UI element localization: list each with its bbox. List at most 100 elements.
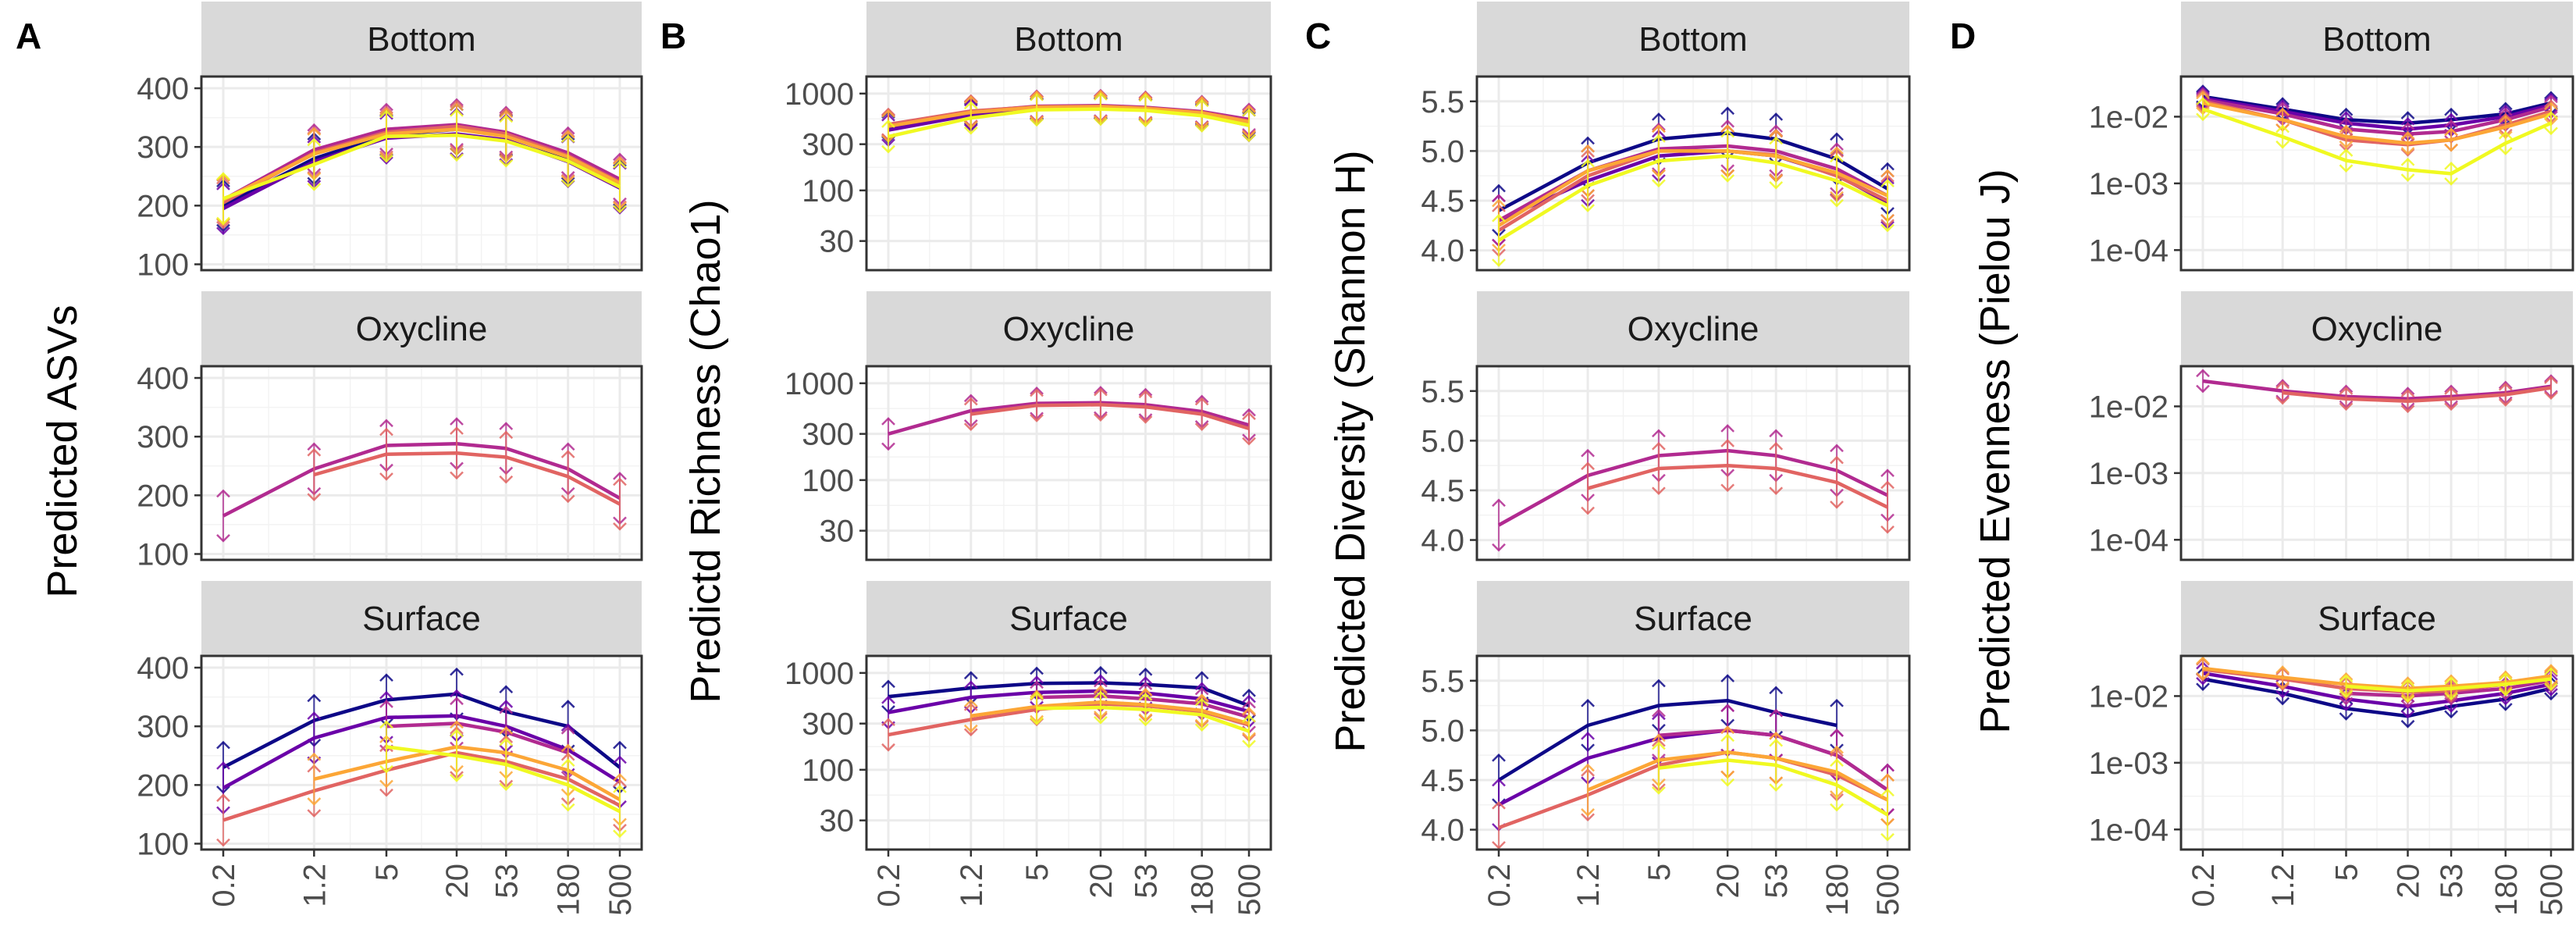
error-cap (881, 442, 895, 451)
error-cap (1194, 697, 1209, 707)
error-cap (1492, 543, 1506, 552)
error-cap (1138, 390, 1153, 399)
error-cap (1651, 441, 1666, 451)
y-axis-label: Predicted Evenness (Pielou J) (1972, 169, 2019, 733)
error-cap (2544, 92, 2558, 102)
panel-oxycline: Oxycline 4.0 4.5 5.0 5.5 (1421, 291, 1911, 561)
error-cap (1880, 162, 1895, 171)
panel-border (1475, 654, 1911, 851)
error-cap (2400, 147, 2415, 155)
y-tick-label: 300 (802, 707, 854, 742)
error-cap (450, 99, 464, 109)
y-tick-label: 1e-02 (2089, 100, 2169, 134)
y-tick-label: 30 (820, 804, 855, 839)
error-cap (1720, 174, 1735, 183)
error-cap (1138, 415, 1153, 424)
error-cap (307, 448, 322, 457)
panel-border (2179, 654, 2574, 851)
error-cap (1242, 105, 1256, 114)
error-cap (1030, 691, 1044, 700)
error-cap (613, 472, 627, 480)
y-axis-label: Predicted ASVs (39, 305, 86, 597)
error-cap (2339, 111, 2354, 119)
error-cap (1242, 739, 1256, 749)
error-cap (1194, 98, 1209, 108)
error-cap (1830, 803, 1844, 812)
error-cap (1651, 122, 1666, 131)
error-cap (499, 700, 514, 708)
error-cap (1030, 680, 1044, 689)
error-cap (307, 752, 322, 761)
error-cap (2444, 161, 2458, 170)
panel-border (865, 365, 1272, 561)
error-cap (560, 494, 575, 504)
error-cap (1030, 92, 1044, 102)
panel-border (200, 75, 643, 272)
error-cap (1581, 448, 1595, 458)
error-cap (1581, 461, 1595, 471)
error-cap (1769, 738, 1784, 747)
error-cap (379, 427, 393, 436)
error-cap (1138, 718, 1153, 727)
error-cap (1830, 198, 1844, 208)
facet-letter: A (16, 16, 41, 56)
error-cap (2498, 112, 2513, 122)
error-cap (2275, 681, 2290, 690)
error-cap (2400, 679, 2415, 687)
error-cap (2444, 177, 2458, 186)
y-tick-label: 300 (802, 418, 854, 452)
error-cap (963, 397, 978, 406)
error-cap (1769, 441, 1784, 451)
panel-strip (2181, 581, 2573, 656)
error-cap (307, 183, 322, 191)
series-line (1497, 698, 1838, 782)
error-cap (1492, 778, 1506, 787)
error-cap (450, 98, 464, 107)
error-cap (2196, 676, 2210, 686)
facet-letter: B (660, 16, 686, 56)
y-tick-label: 1000 (785, 657, 854, 691)
error-cap (2339, 712, 2354, 721)
panel-strip (1477, 291, 1909, 366)
y-tick-label: 300 (802, 128, 854, 162)
y-tick-label: 1e-02 (2089, 390, 2169, 424)
error-cap (1651, 112, 1666, 121)
error-cap (216, 533, 230, 543)
error-cap (1880, 480, 1895, 490)
error-cap (1880, 525, 1895, 534)
error-cap (1138, 682, 1153, 691)
error-cap (1194, 686, 1209, 696)
error-cap (2275, 102, 2290, 111)
x-tick-label: 180 (1820, 864, 1855, 916)
error-cap (499, 107, 514, 116)
error-cap (1651, 741, 1666, 750)
error-cap (963, 724, 978, 733)
error-cap (560, 134, 575, 143)
series-line (1587, 463, 1888, 509)
error-cap (613, 205, 627, 214)
y-tick-label: 4.5 (1421, 764, 1464, 798)
y-tick-label: 400 (137, 72, 189, 106)
error-cap (2275, 665, 2290, 674)
error-cap (1242, 689, 1256, 697)
error-cap (379, 720, 393, 729)
error-cap (2498, 398, 2513, 407)
error-cap (1242, 436, 1256, 446)
error-cap (2339, 703, 2354, 711)
x-tick-label: 1.2 (955, 864, 989, 907)
x-tick-label: 53 (2435, 864, 2469, 899)
y-tick-label: 1000 (785, 367, 854, 401)
error-cap (1492, 841, 1506, 850)
panel-border (1475, 75, 1911, 272)
panel-strip-label: Bottom (367, 20, 475, 59)
error-cap (1651, 179, 1666, 188)
x-tick-label: 0.2 (1482, 864, 1517, 907)
x-tick-label: 53 (489, 864, 524, 899)
y-tick-label: 1e-04 (2089, 523, 2169, 558)
error-cap (1194, 671, 1209, 680)
error-cap (379, 779, 393, 789)
y-tick-label: 4.0 (1421, 814, 1464, 848)
error-cap (1194, 422, 1209, 431)
error-cap (1880, 773, 1895, 782)
error-cap (560, 450, 575, 458)
